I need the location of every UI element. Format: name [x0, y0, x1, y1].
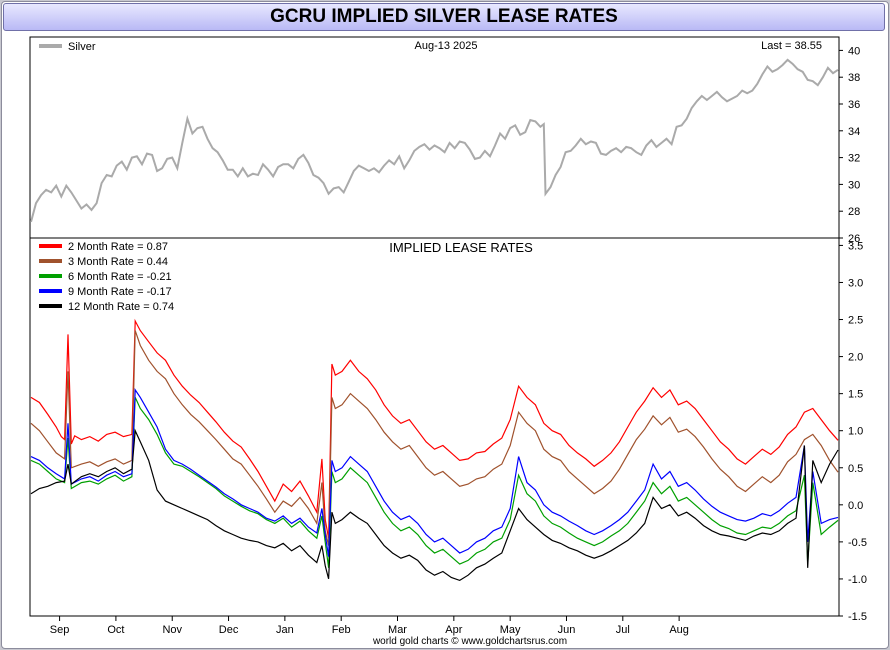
legend-label: 12 Month Rate = 0.74	[68, 301, 174, 313]
y-tick-label: 34	[848, 126, 860, 138]
last-value-label: Last = 38.55	[761, 40, 822, 52]
y-tick-label: 30	[848, 179, 860, 191]
y-tick-label: 1.5	[848, 389, 863, 401]
silver-series	[30, 58, 839, 223]
legend-label: 9 Month Rate = -0.17	[68, 286, 172, 298]
legend-label: 6 Month Rate = -0.21	[68, 271, 172, 283]
y-tick-label: 3.0	[848, 277, 863, 289]
lease-legend: 2 Month Rate = 0.87 3 Month Rate = 0.44 6 …	[39, 241, 174, 313]
x-tick-label: Nov	[162, 624, 182, 636]
y-tick-label: -0.5	[848, 537, 867, 549]
y-tick-label: -1.5	[848, 611, 867, 623]
y-tick-label: 40	[848, 45, 860, 57]
y-tick-label: 32	[848, 153, 860, 165]
legend-label: Silver	[68, 41, 96, 53]
y-tick-label: 26	[848, 233, 860, 245]
silver-y-axis: 26 28 30 32 34 36 38 40	[839, 45, 860, 245]
x-tick-label: Oct	[107, 624, 124, 636]
x-tick-label: Feb	[332, 624, 351, 636]
lease-panel-title: IMPLIED LEASE RATES	[389, 240, 533, 255]
y-tick-label: 1.0	[848, 426, 863, 438]
y-tick-label: 2.5	[848, 315, 863, 327]
bottom-panel: IMPLIED LEASE RATES -1.5 -1.0 -0.5 0.0 0.5 1.…	[29, 237, 867, 623]
silver-price-line	[30, 58, 839, 223]
x-tick-label: May	[500, 624, 521, 636]
lease-series	[30, 318, 839, 582]
x-tick-label: Aug	[669, 624, 689, 636]
date-label: Aug-13 2025	[415, 40, 478, 52]
y-tick-label: 0.5	[848, 463, 863, 475]
9-month-rate-line	[30, 388, 839, 557]
x-axis: Sep Oct Nov Dec Jan Feb Mar Apr May Jun Jul Aug	[50, 616, 689, 636]
page-title: GCRU IMPLIED SILVER LEASE RATES	[3, 3, 885, 31]
x-tick-label: Jun	[558, 624, 576, 636]
x-tick-label: Apr	[445, 624, 462, 636]
x-tick-label: Jan	[276, 624, 294, 636]
x-tick-label: Jul	[616, 624, 630, 636]
y-tick-label: 2.0	[848, 352, 863, 364]
12-month-rate-line	[30, 428, 839, 582]
2-month-rate-line	[30, 318, 839, 539]
lease-y-axis: -1.5 -1.0 -0.5 0.0 0.5 1.0 1.5 2.0 2.5 3.0 3.5	[839, 240, 867, 623]
y-tick-label: 3.5	[848, 240, 863, 252]
y-tick-label: 36	[848, 99, 860, 111]
x-tick-label: Sep	[50, 624, 70, 636]
y-tick-label: 28	[848, 206, 860, 218]
6-month-rate-line	[30, 397, 839, 568]
x-tick-label: Mar	[388, 624, 407, 636]
legend-label: 2 Month Rate = 0.87	[68, 241, 168, 253]
silver-plot-area	[29, 36, 840, 239]
silver-legend: Silver	[39, 41, 96, 53]
y-tick-label: 0.0	[848, 500, 863, 512]
3-month-rate-line	[30, 330, 839, 546]
legend-label: 3 Month Rate = 0.44	[68, 256, 168, 268]
y-tick-label: 38	[848, 72, 860, 84]
y-tick-label: -1.0	[848, 574, 867, 586]
top-panel: Aug-13 2025 Last = 38.55 Silver 26 28 30 32…	[29, 36, 860, 245]
footer-credit: world gold charts © www.goldchartsrus.co…	[372, 636, 567, 647]
x-tick-label: Dec	[219, 624, 239, 636]
